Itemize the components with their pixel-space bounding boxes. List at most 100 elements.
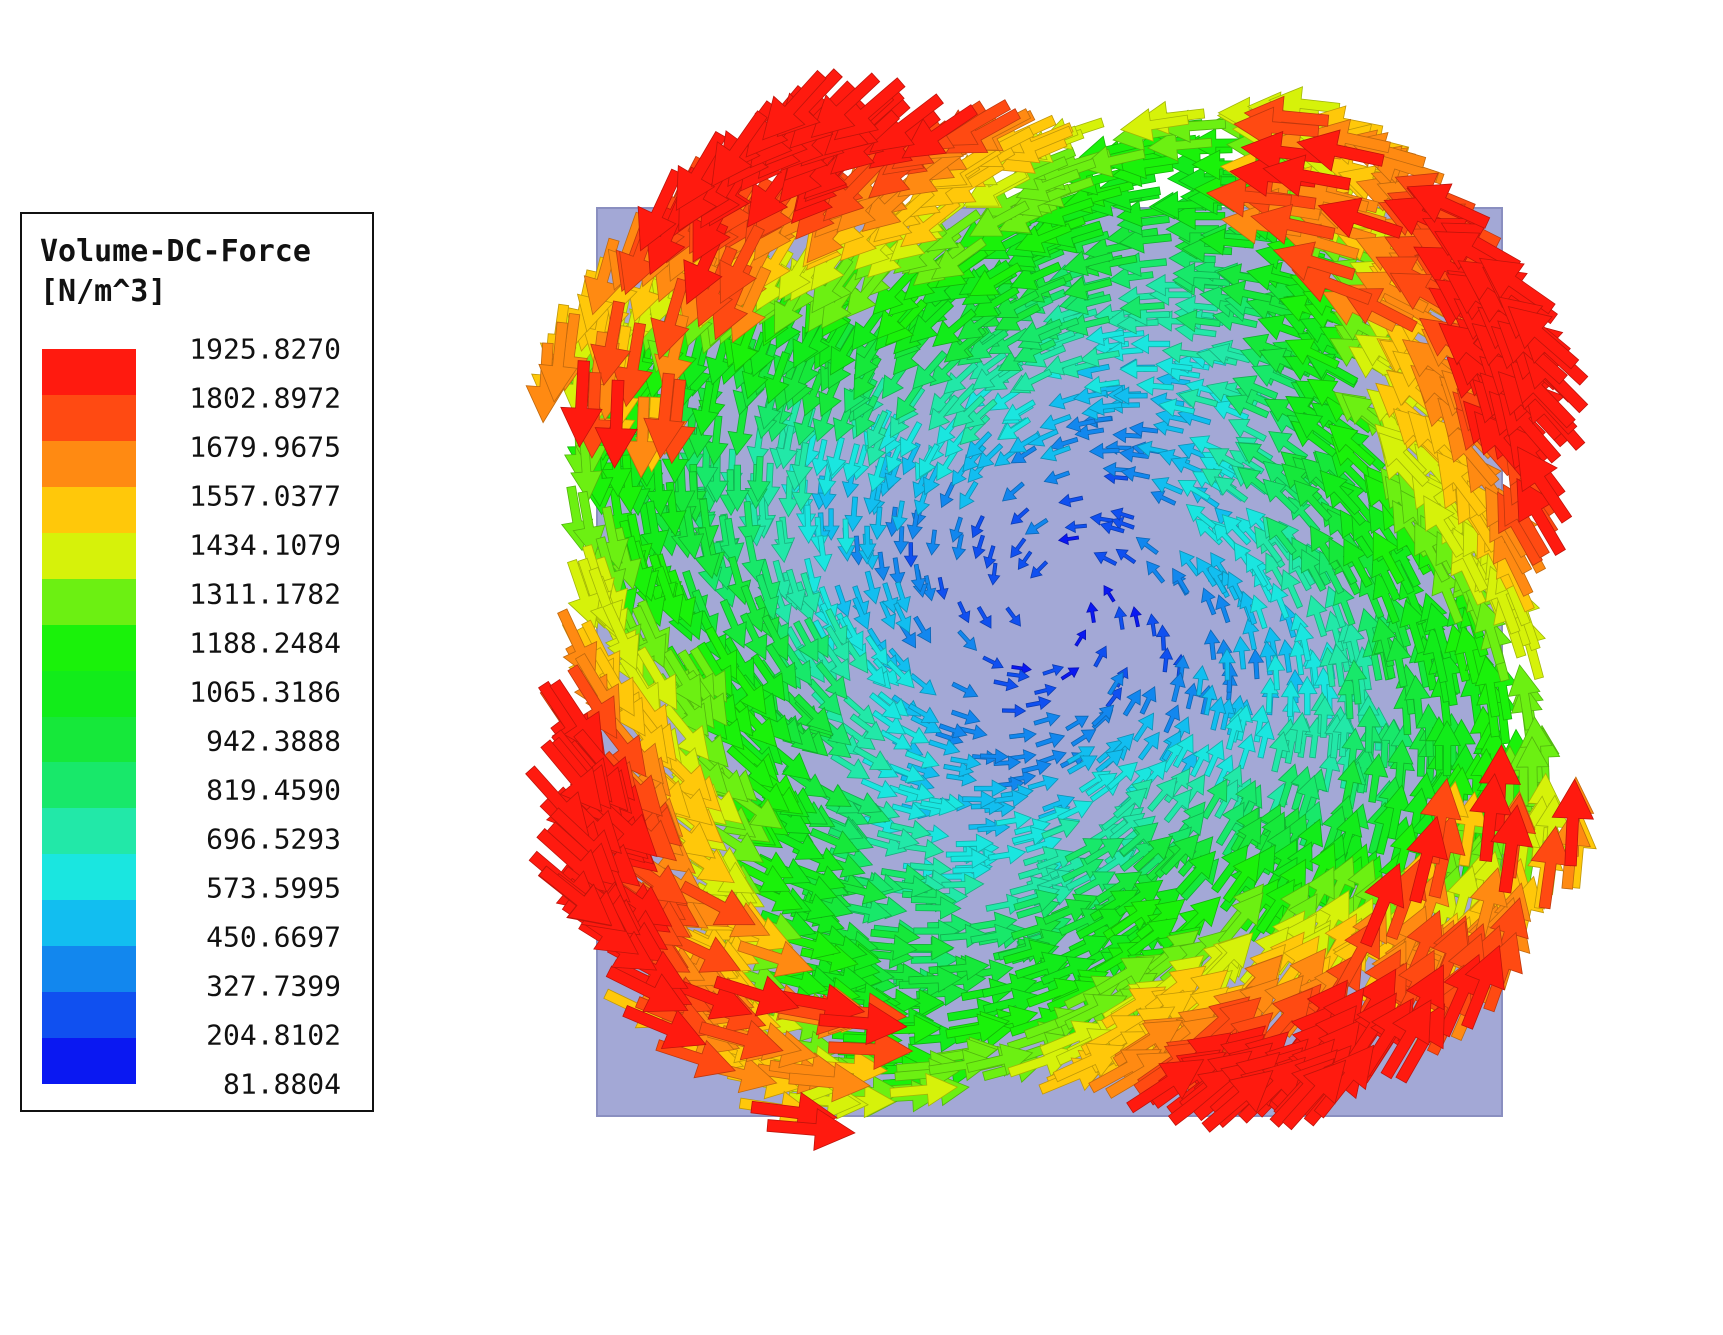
force-arrow xyxy=(1095,749,1124,774)
force-arrow xyxy=(1259,640,1278,676)
force-arrow xyxy=(901,442,921,476)
force-arrow xyxy=(987,844,1027,865)
force-arrow xyxy=(1074,629,1086,647)
legend-color-bar xyxy=(42,349,136,1084)
force-arrow xyxy=(733,859,792,893)
force-arrow xyxy=(1469,773,1513,862)
force-arrow xyxy=(945,1013,1008,1044)
force-arrow xyxy=(1058,493,1084,508)
force-arrow xyxy=(918,443,940,478)
force-arrow xyxy=(788,1062,871,1103)
force-arrow xyxy=(1293,622,1315,662)
force-arrow xyxy=(1146,129,1213,162)
force-arrow xyxy=(867,456,887,493)
force-arrow xyxy=(747,456,771,503)
force-arrow xyxy=(925,529,941,556)
force-arrow xyxy=(1250,704,1270,743)
legend-band xyxy=(42,624,136,671)
force-arrow xyxy=(1239,590,1258,626)
force-arrow xyxy=(1139,685,1157,715)
force-arrow xyxy=(1174,294,1219,318)
force-arrow xyxy=(677,506,705,560)
legend-value-label: 696.5293 xyxy=(206,822,341,856)
force-arrow xyxy=(822,643,851,682)
force-arrow xyxy=(1155,624,1171,651)
force-arrow xyxy=(1011,826,1050,846)
force-arrow xyxy=(1080,145,1146,178)
force-arrow xyxy=(1399,599,1427,655)
force-arrow xyxy=(815,661,848,700)
force-arrow xyxy=(1189,743,1210,778)
force-arrow xyxy=(983,545,997,569)
force-arrow xyxy=(1255,878,1295,935)
force-arrow xyxy=(540,739,603,812)
force-arrow xyxy=(972,534,986,560)
force-arrow xyxy=(1001,481,1025,502)
force-arrow xyxy=(900,197,961,248)
force-arrow xyxy=(1119,358,1158,380)
force-arrow xyxy=(1250,203,1336,245)
force-arrow xyxy=(1313,695,1336,738)
legend-value-label: 1802.8972 xyxy=(189,381,341,415)
legend-value-label: 942.3888 xyxy=(206,724,341,758)
force-arrow xyxy=(1042,794,1076,813)
force-arrow xyxy=(1327,423,1376,467)
force-arrow xyxy=(910,714,943,734)
force-arrow xyxy=(928,1048,995,1082)
force-arrow xyxy=(1179,550,1201,577)
force-arrow xyxy=(1061,250,1114,277)
force-arrow xyxy=(928,738,961,756)
force-arrow xyxy=(1218,647,1236,681)
force-arrow xyxy=(1266,653,1286,691)
force-arrow xyxy=(1177,479,1211,501)
force-arrow xyxy=(726,745,775,789)
force-arrow xyxy=(643,372,686,460)
force-arrow xyxy=(1205,175,1292,218)
force-arrow xyxy=(1203,739,1225,778)
force-arrow xyxy=(1254,525,1283,564)
force-arrow xyxy=(719,598,747,649)
force-arrow xyxy=(910,563,927,593)
force-arrow xyxy=(1119,446,1150,463)
force-arrow xyxy=(1249,594,1268,630)
force-arrow xyxy=(1219,280,1273,307)
force-arrow xyxy=(962,790,998,809)
force-arrow xyxy=(860,777,898,799)
force-arrow xyxy=(662,648,703,709)
force-arrow xyxy=(605,965,689,1013)
force-arrow xyxy=(1201,684,1218,716)
force-arrow xyxy=(1126,1059,1205,1114)
force-arrow xyxy=(1040,956,1096,986)
force-arrow xyxy=(987,562,1001,586)
force-arrow xyxy=(924,209,982,252)
force-arrow xyxy=(915,896,962,920)
force-arrow xyxy=(895,381,924,421)
force-arrow xyxy=(1184,682,1199,710)
force-arrow xyxy=(1319,469,1361,516)
legend-value-label: 1434.1079 xyxy=(189,528,341,562)
force-arrow xyxy=(884,298,928,346)
force-arrow xyxy=(1079,346,1120,368)
force-arrow xyxy=(1192,665,1210,697)
force-arrow xyxy=(567,664,618,740)
force-arrow xyxy=(928,394,960,431)
force-arrow xyxy=(1042,898,1092,925)
force-arrow xyxy=(1217,892,1264,947)
force-arrow xyxy=(898,782,935,802)
force-arrow xyxy=(1132,712,1155,743)
legend-band xyxy=(42,946,136,993)
force-arrow xyxy=(891,802,927,821)
force-arrow xyxy=(811,256,854,314)
force-arrow xyxy=(713,975,800,1017)
force-arrow xyxy=(828,1028,914,1071)
force-arrow xyxy=(622,1004,707,1050)
force-arrow xyxy=(1313,1044,1375,1119)
force-arrow xyxy=(1064,994,1128,1030)
force-arrow xyxy=(921,575,937,602)
force-arrow xyxy=(1300,548,1327,592)
force-arrow xyxy=(1363,752,1389,803)
force-arrow xyxy=(1014,223,1072,254)
legend-value-label: 1065.3186 xyxy=(189,675,341,709)
force-arrow xyxy=(1280,568,1304,609)
force-arrow xyxy=(952,859,992,880)
